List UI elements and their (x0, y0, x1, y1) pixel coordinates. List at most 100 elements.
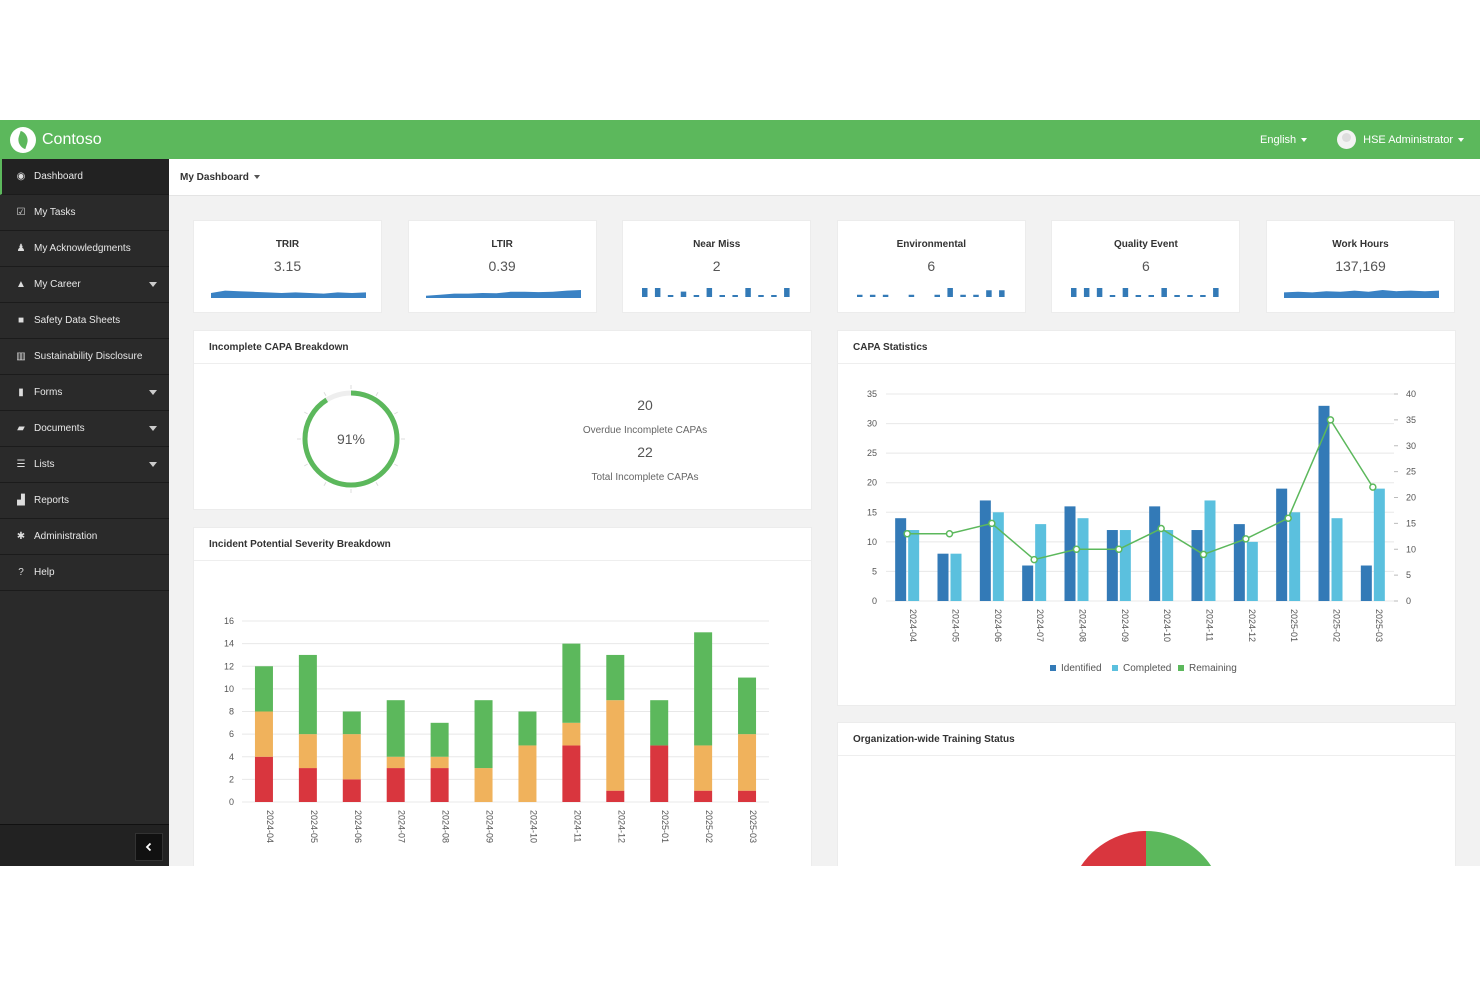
capa-bar-identified[interactable] (1064, 506, 1076, 601)
incident-bar-segment[interactable] (342, 711, 361, 735)
capa-bar-identified[interactable] (1149, 506, 1161, 601)
sidebar-item-lists[interactable]: ☰ Lists (0, 447, 169, 483)
sidebar-item-reports[interactable]: ▟ Reports (0, 483, 169, 519)
legend-item[interactable]: Completed (1123, 663, 1171, 674)
sidebar-item-forms[interactable]: ▮ Forms (0, 375, 169, 411)
capa-bar-completed[interactable] (992, 512, 1004, 601)
incident-bar-segment[interactable] (254, 711, 273, 757)
remaining-point[interactable] (1030, 555, 1038, 564)
legend-item[interactable]: Remaining (1189, 663, 1237, 674)
incident-bar-segment[interactable] (298, 654, 317, 735)
incident-bar-segment[interactable] (342, 779, 361, 802)
kpi-card-near-miss[interactable]: Near Miss 2 (622, 220, 812, 313)
kpi-card-ltir[interactable]: LTIR 0.39 (407, 220, 597, 313)
pie-slice[interactable] (1084, 831, 1224, 866)
capa-bar-completed[interactable] (1246, 541, 1258, 601)
incident-bar-segment[interactable] (694, 790, 713, 802)
incident-bar-segment[interactable] (474, 700, 493, 769)
capa-bar-completed[interactable] (950, 553, 962, 601)
capa-bar-identified[interactable] (937, 553, 949, 601)
remaining-point[interactable] (1242, 535, 1250, 543)
kpi-card-work-hours[interactable]: Work Hours 137,169 (1266, 220, 1455, 313)
incident-bar-segment[interactable] (430, 756, 449, 769)
remaining-point[interactable] (988, 519, 996, 528)
capa-bar-completed[interactable] (1162, 530, 1174, 601)
capa-bar-completed[interactable] (1119, 530, 1131, 601)
capa-bar-identified[interactable] (1191, 530, 1203, 601)
sidebar-item-administration[interactable]: ✱ Administration (0, 519, 169, 555)
incident-bar-segment[interactable] (606, 790, 625, 802)
collapse-sidebar-button[interactable] (135, 833, 163, 861)
capa-bar-identified[interactable] (1318, 405, 1330, 601)
capa-bar-identified[interactable] (1106, 530, 1118, 601)
sidebar-item-my-acknowledgments[interactable]: ♟ My Acknowledgments (0, 231, 169, 267)
incident-bar-segment[interactable] (738, 734, 757, 791)
sidebar-item-my-tasks[interactable]: ☑ My Tasks (0, 195, 169, 231)
incident-bar-segment[interactable] (606, 700, 625, 791)
sidebar-item-sustainability-disclosure[interactable]: ▥ Sustainability Disclosure (0, 339, 169, 375)
remaining-point[interactable] (1072, 545, 1081, 553)
x-tick-label: 2024-04 (908, 609, 918, 642)
capa-bar-completed[interactable] (1204, 500, 1216, 601)
incident-bar-segment[interactable] (518, 745, 537, 802)
remaining-point[interactable] (1199, 550, 1208, 559)
x-tick-label: 2025-02 (1332, 609, 1342, 642)
capa-bar-identified[interactable] (1233, 524, 1245, 601)
incident-bar-segment[interactable] (738, 790, 757, 802)
brand[interactable]: Contoso (10, 126, 102, 153)
incident-bar-segment[interactable] (518, 711, 537, 746)
capa-bar-identified[interactable] (979, 500, 991, 601)
capa-bar-completed[interactable] (1373, 488, 1385, 601)
incident-bar-segment[interactable] (474, 768, 493, 802)
kpi-card-trir[interactable]: TRIR 3.15 (193, 220, 382, 313)
incident-bar-segment[interactable] (298, 734, 317, 769)
capa-bar-identified[interactable] (1276, 488, 1288, 601)
incident-bar-segment[interactable] (562, 722, 581, 746)
incident-bar-segment[interactable] (254, 666, 273, 712)
incident-bar-segment[interactable] (606, 654, 625, 701)
capa-bar-completed[interactable] (1289, 512, 1301, 601)
incident-bar-segment[interactable] (430, 768, 449, 802)
sidebar-item-dashboard[interactable]: ◉ Dashboard (0, 159, 169, 195)
remaining-point[interactable] (1284, 514, 1292, 522)
incident-bar-segment[interactable] (386, 700, 405, 757)
capa-bar-identified[interactable] (1360, 565, 1372, 601)
capa-bar-completed[interactable] (1035, 524, 1047, 601)
incident-bar-segment[interactable] (386, 756, 405, 769)
incident-bar-segment[interactable] (386, 768, 405, 802)
pie-slice[interactable] (1068, 831, 1146, 866)
capa-bar-completed[interactable] (1331, 518, 1343, 601)
sidebar-item-help[interactable]: ? Help (0, 555, 169, 591)
kpi-card-quality-event[interactable]: Quality Event 6 (1051, 220, 1241, 313)
dashboard-selector[interactable]: My Dashboard (169, 159, 1480, 196)
incident-bar-segment[interactable] (694, 632, 713, 746)
legend-item[interactable]: Identified (1061, 663, 1102, 674)
incident-bar-segment[interactable] (430, 722, 449, 757)
kpi-card-environmental[interactable]: Environmental 6 (836, 220, 1026, 313)
incident-bar-segment[interactable] (254, 756, 273, 802)
remaining-point[interactable] (945, 529, 954, 538)
sidebar-item-safety-data-sheets[interactable]: ■ Safety Data Sheets (0, 303, 169, 339)
incident-bar-segment[interactable] (694, 745, 713, 791)
capa-bar-completed[interactable] (908, 530, 920, 601)
incident-bar-segment[interactable] (342, 734, 361, 780)
sidebar-item-my-career[interactable]: ▲ My Career (0, 267, 169, 303)
sidebar-item-documents[interactable]: ▰ Documents (0, 411, 169, 447)
language-dropdown[interactable]: English (1260, 134, 1308, 146)
incident-bar-segment[interactable] (562, 745, 581, 802)
incident-bar-segment[interactable] (650, 700, 669, 746)
remaining-point[interactable] (1369, 483, 1377, 491)
incident-bar-segment[interactable] (738, 677, 757, 735)
remaining-point[interactable] (903, 529, 911, 538)
incident-bar-segment[interactable] (650, 745, 669, 802)
user-menu[interactable]: HSE Administrator (1337, 130, 1464, 149)
capa-bar-completed[interactable] (1077, 518, 1089, 601)
capa-bar-identified[interactable] (1022, 565, 1034, 601)
remaining-point[interactable] (1326, 416, 1335, 424)
incident-bar-segment[interactable] (298, 768, 317, 802)
briefcase-icon: ■ (17, 315, 25, 326)
incident-bar-segment[interactable] (562, 643, 581, 723)
remaining-point[interactable] (1115, 545, 1123, 553)
remaining-point[interactable] (1157, 524, 1165, 533)
capa-bar-identified[interactable] (895, 518, 907, 601)
